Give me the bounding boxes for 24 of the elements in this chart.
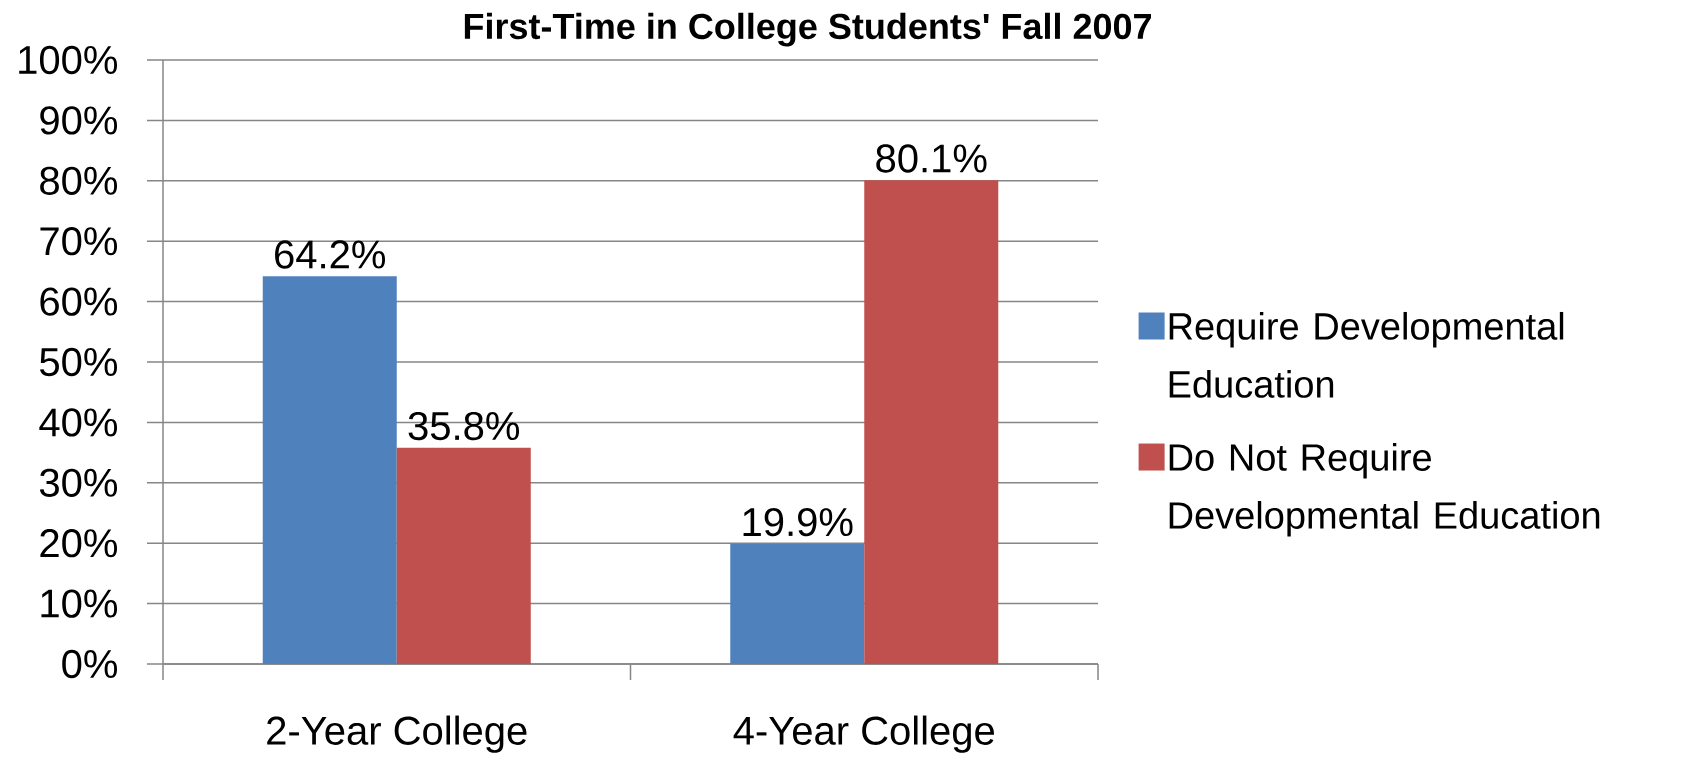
- chart-title: First-Time in College Students' Fall 2007: [464, 12, 1151, 47]
- data-label: 80.1%: [876, 144, 987, 173]
- x-tick-label: 4-Year College: [733, 715, 994, 753]
- y-tick-label: 40%: [39, 408, 118, 437]
- y-tick-label: 90%: [40, 106, 118, 135]
- data-label: 35.8%: [408, 411, 520, 441]
- y-tick-label: 100%: [19, 45, 118, 75]
- y-tick-label: 0%: [62, 649, 118, 679]
- y-tick-label: 70%: [40, 227, 118, 256]
- y-tick-label: 80%: [40, 166, 118, 195]
- y-tick-label: 30%: [39, 468, 118, 497]
- x-tick-label: 2-Year College: [267, 715, 527, 753]
- bar: [262, 276, 397, 664]
- data-label: 64.2%: [275, 240, 386, 269]
- legend-label: Do Not Require Developmental Education: [1169, 442, 1600, 537]
- bar: [396, 447, 531, 664]
- data-label: 19.9%: [743, 507, 853, 537]
- y-tick-label: 50%: [40, 347, 118, 377]
- y-tick-label: 20%: [40, 529, 118, 558]
- y-tick-label: 10%: [41, 589, 118, 618]
- bar: [730, 543, 865, 664]
- y-tick-label: 60%: [40, 287, 118, 316]
- legend-label: Require Developmental Education: [1169, 311, 1564, 398]
- bar: [864, 180, 999, 664]
